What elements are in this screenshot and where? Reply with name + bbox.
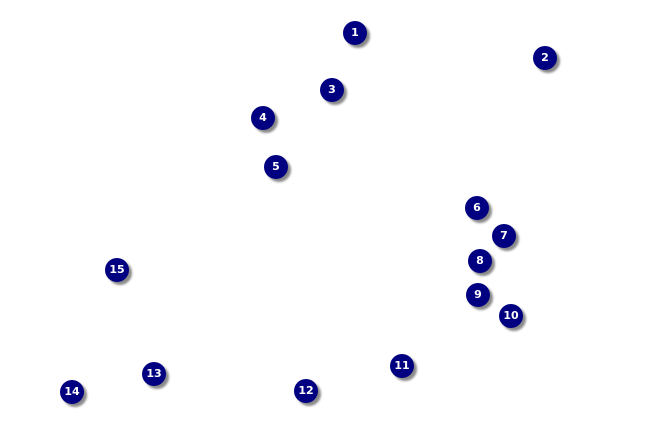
dot-8[interactable]: 8 — [468, 249, 492, 273]
dot-10[interactable]: 10 — [499, 304, 523, 328]
dot-12[interactable]: 12 — [294, 379, 318, 403]
dot-9[interactable]: 9 — [466, 283, 490, 307]
dot-14[interactable]: 14 — [60, 380, 84, 404]
dot-4[interactable]: 4 — [251, 106, 275, 130]
dot-13[interactable]: 13 — [142, 362, 166, 386]
dot-7[interactable]: 7 — [492, 224, 516, 248]
dot-5[interactable]: 5 — [264, 155, 288, 179]
dot-11[interactable]: 11 — [390, 354, 414, 378]
dot-6[interactable]: 6 — [465, 196, 489, 220]
dot-15[interactable]: 15 — [105, 258, 129, 282]
dot-3[interactable]: 3 — [320, 78, 344, 102]
dot-2[interactable]: 2 — [533, 46, 557, 70]
dot-1[interactable]: 1 — [343, 21, 367, 45]
